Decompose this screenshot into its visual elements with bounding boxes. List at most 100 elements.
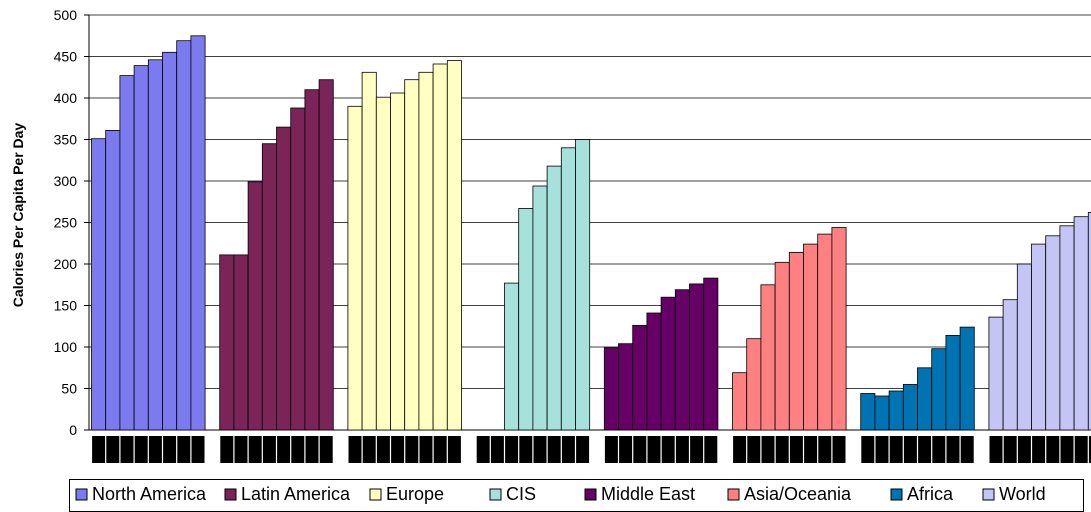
x-tick-label-redacted <box>191 436 205 463</box>
x-tick-label-redacted <box>1060 436 1074 463</box>
bar-north-america-1 <box>91 138 107 431</box>
x-tick-label-redacted <box>918 436 932 463</box>
y-tick-label: 400 <box>54 90 78 106</box>
bar-middle-east-1 <box>603 347 619 431</box>
x-tick-label-redacted <box>747 436 761 463</box>
x-tick-label-redacted <box>733 436 747 463</box>
x-tick-label-redacted <box>163 436 177 463</box>
x-tick-label-redacted <box>604 436 618 463</box>
legend-label-africa: Africa <box>907 484 954 504</box>
bar-africa-7 <box>945 334 961 431</box>
x-tick-label-redacted <box>1032 436 1046 463</box>
y-axis-label: Calories Per Capita Per Day <box>10 123 26 308</box>
bar-cis-6 <box>546 165 562 431</box>
bar-africa-6 <box>931 348 947 431</box>
bar-africa-2 <box>874 395 890 431</box>
x-tick-label-redacted <box>376 436 390 463</box>
y-tick-label: 250 <box>54 215 78 231</box>
x-tick-label-redacted <box>675 436 689 463</box>
x-tick-label-redacted <box>348 436 362 463</box>
x-tick-label-redacted <box>903 436 917 463</box>
bar-europe-7 <box>432 63 448 431</box>
x-tick-label-redacted <box>619 436 633 463</box>
legend-swatch-asia-oceania <box>727 488 740 501</box>
x-tick-label-redacted <box>576 436 590 463</box>
bar-europe-3 <box>375 96 391 431</box>
bar-middle-east-4 <box>646 312 662 431</box>
bar-cis-4 <box>518 207 534 431</box>
x-tick-label-redacted <box>1003 436 1017 463</box>
y-tick-label: 150 <box>54 298 78 314</box>
x-tick-label-redacted <box>220 436 234 463</box>
bar-latin-america-8 <box>318 79 334 431</box>
x-tick-label-redacted <box>405 436 419 463</box>
bar-europe-1 <box>347 105 363 431</box>
bar-africa-4 <box>902 383 918 431</box>
bar-world-2 <box>1002 299 1018 431</box>
y-tick-label: 300 <box>54 173 78 189</box>
x-tick-label-redacted <box>120 436 134 463</box>
bar-north-america-8 <box>190 35 206 431</box>
bar-asia-oceania-7 <box>817 233 833 431</box>
bar-north-america-5 <box>147 59 163 431</box>
bar-asia-oceania-4 <box>774 261 790 431</box>
bar-cis-7 <box>560 147 576 431</box>
x-tick-label-redacted <box>262 436 276 463</box>
legend-box <box>69 479 1084 512</box>
x-tick-label-redacted <box>1017 436 1031 463</box>
x-tick-label-redacted <box>832 436 846 463</box>
bar-world-8 <box>1087 212 1091 431</box>
bar-world-3 <box>1016 263 1032 431</box>
legend-swatch-africa <box>890 488 903 501</box>
x-tick-label-redacted <box>775 436 789 463</box>
bar-asia-oceania-2 <box>746 338 762 431</box>
x-tick-labels <box>92 436 1091 463</box>
bar-world-1 <box>988 316 1004 431</box>
x-tick-label-redacted <box>291 436 305 463</box>
bar-asia-oceania-5 <box>788 251 804 431</box>
x-tick-label-redacted <box>177 436 191 463</box>
x-tick-label-redacted <box>960 436 974 463</box>
legend-label-middle-east: Middle East <box>601 484 695 504</box>
bar-cis-3 <box>504 282 520 431</box>
bar-asia-oceania-6 <box>803 243 819 431</box>
bar-latin-america-1 <box>219 254 235 431</box>
bar-north-america-3 <box>119 75 135 431</box>
bar-latin-america-2 <box>233 254 249 431</box>
bar-africa-3 <box>888 390 904 431</box>
y-tick-label: 500 <box>54 7 78 23</box>
bar-middle-east-2 <box>618 343 634 431</box>
legend-label-north-america: North America <box>92 484 207 504</box>
x-tick-label-redacted <box>305 436 319 463</box>
bar-north-america-6 <box>162 51 178 431</box>
x-tick-label-redacted <box>519 436 533 463</box>
legend-label-europe: Europe <box>386 484 444 504</box>
x-tick-label-redacted <box>419 436 433 463</box>
x-tick-label-redacted <box>1074 436 1088 463</box>
x-tick-label-redacted <box>804 436 818 463</box>
bar-world-6 <box>1059 225 1075 431</box>
bar-world-7 <box>1073 216 1089 431</box>
x-tick-label-redacted <box>134 436 148 463</box>
x-tick-label-redacted <box>433 436 447 463</box>
x-tick-label-redacted <box>889 436 903 463</box>
x-tick-label-redacted <box>946 436 960 463</box>
x-tick-label-redacted <box>1046 436 1060 463</box>
bar-north-america-4 <box>133 65 149 431</box>
legend-label-latin-america: Latin America <box>241 484 351 504</box>
x-tick-label-redacted <box>533 436 547 463</box>
x-tick-label-redacted <box>490 436 504 463</box>
bar-latin-america-5 <box>276 126 292 431</box>
x-tick-label-redacted <box>989 436 1003 463</box>
bar-latin-america-3 <box>247 181 263 431</box>
x-tick-label-redacted <box>647 436 661 463</box>
x-tick-label-redacted <box>447 436 461 463</box>
bar-north-america-7 <box>176 40 192 431</box>
x-tick-label-redacted <box>234 436 248 463</box>
bar-north-america-2 <box>105 129 121 431</box>
bar-europe-4 <box>390 92 406 431</box>
bar-africa-8 <box>959 326 975 431</box>
y-tick-label: 350 <box>54 132 78 148</box>
bar-middle-east-8 <box>703 277 719 431</box>
